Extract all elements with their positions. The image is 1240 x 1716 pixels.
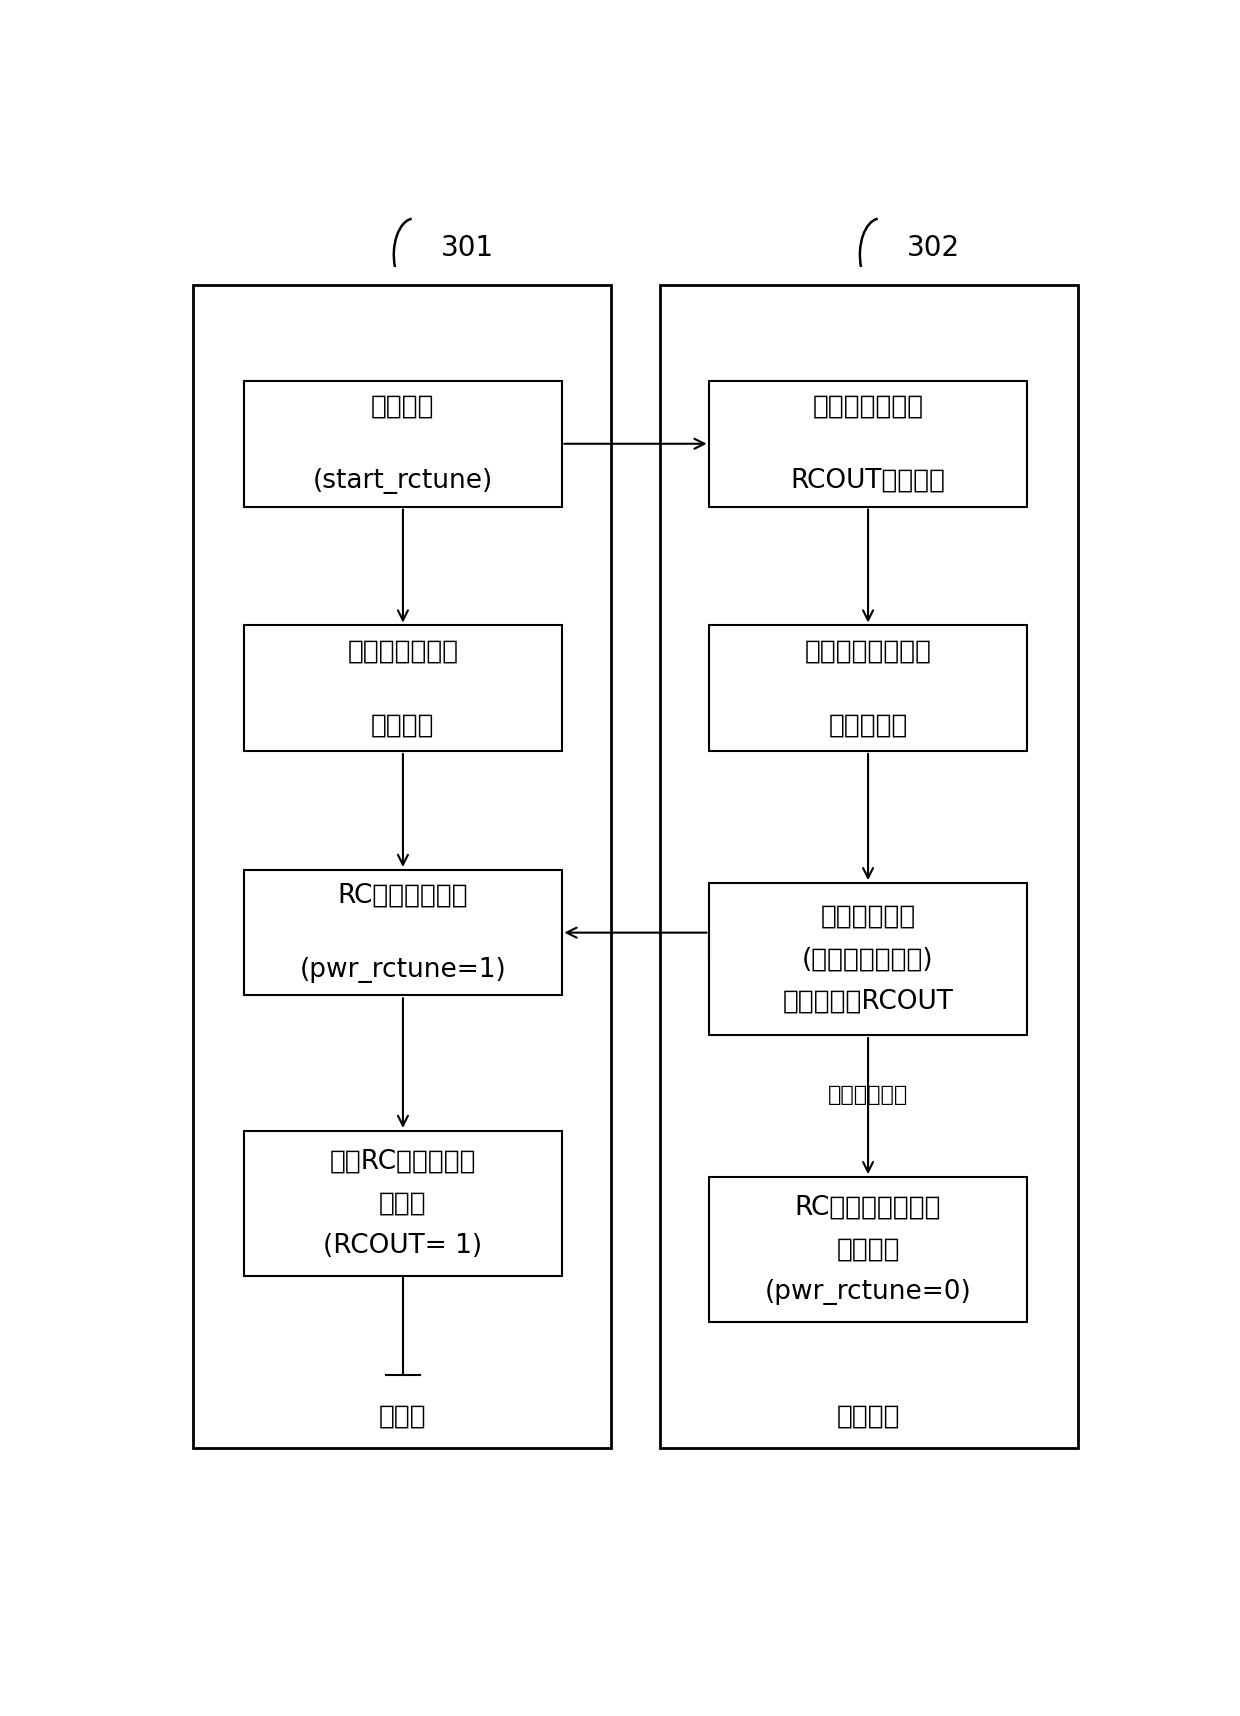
Text: 302: 302 [906,233,960,263]
Text: 搜索算法结束: 搜索算法结束 [828,1086,908,1105]
Text: 根据计数值与预计: 根据计数值与预计 [805,638,931,664]
Bar [660,285,1078,1448]
Text: 初始化: 初始化 [378,1404,427,1429]
Text: (pwr_rctune=0): (pwr_rctune=0) [765,1278,971,1306]
Bar [709,381,1027,506]
Text: (二进制搜索算法): (二进制搜索算法) [802,946,934,971]
Text: 数字模块复位、: 数字模块复位、 [347,638,459,664]
Bar [244,870,562,995]
Text: 301: 301 [441,233,494,263]
Text: 搜索校正: 搜索校正 [837,1404,900,1429]
Bar [709,625,1027,752]
Text: 开始工作: 开始工作 [371,712,435,738]
Text: 数字模块开始对: 数字模块开始对 [812,393,924,420]
Text: (start_rctune): (start_rctune) [312,468,494,494]
Text: 系统上电: 系统上电 [371,393,435,420]
Text: RC校正模块上电: RC校正模块上电 [337,882,469,909]
Text: 作开始: 作开始 [379,1191,427,1217]
Text: (RCOUT= 1): (RCOUT= 1) [324,1232,482,1260]
Bar [244,625,562,752]
Bar [709,884,1027,1035]
Text: 等待RC校正模块工: 等待RC校正模块工 [330,1148,476,1174]
Text: 成，断电: 成，断电 [836,1237,900,1263]
Text: 并重新送出RCOUT: 并重新送出RCOUT [782,988,954,1014]
Text: RC校正模块工作完: RC校正模块工作完 [795,1194,941,1220]
Bar [244,381,562,506]
Bar [244,1131,562,1277]
Text: (pwr_rctune=1): (pwr_rctune=1) [300,956,506,983]
Bar [709,1177,1027,1323]
Text: RCOUT脉宽计数: RCOUT脉宽计数 [791,468,946,494]
Bar [193,285,611,1448]
Text: 参考值比较: 参考值比较 [828,712,908,738]
Text: 调整电容阵列: 调整电容阵列 [821,904,915,930]
